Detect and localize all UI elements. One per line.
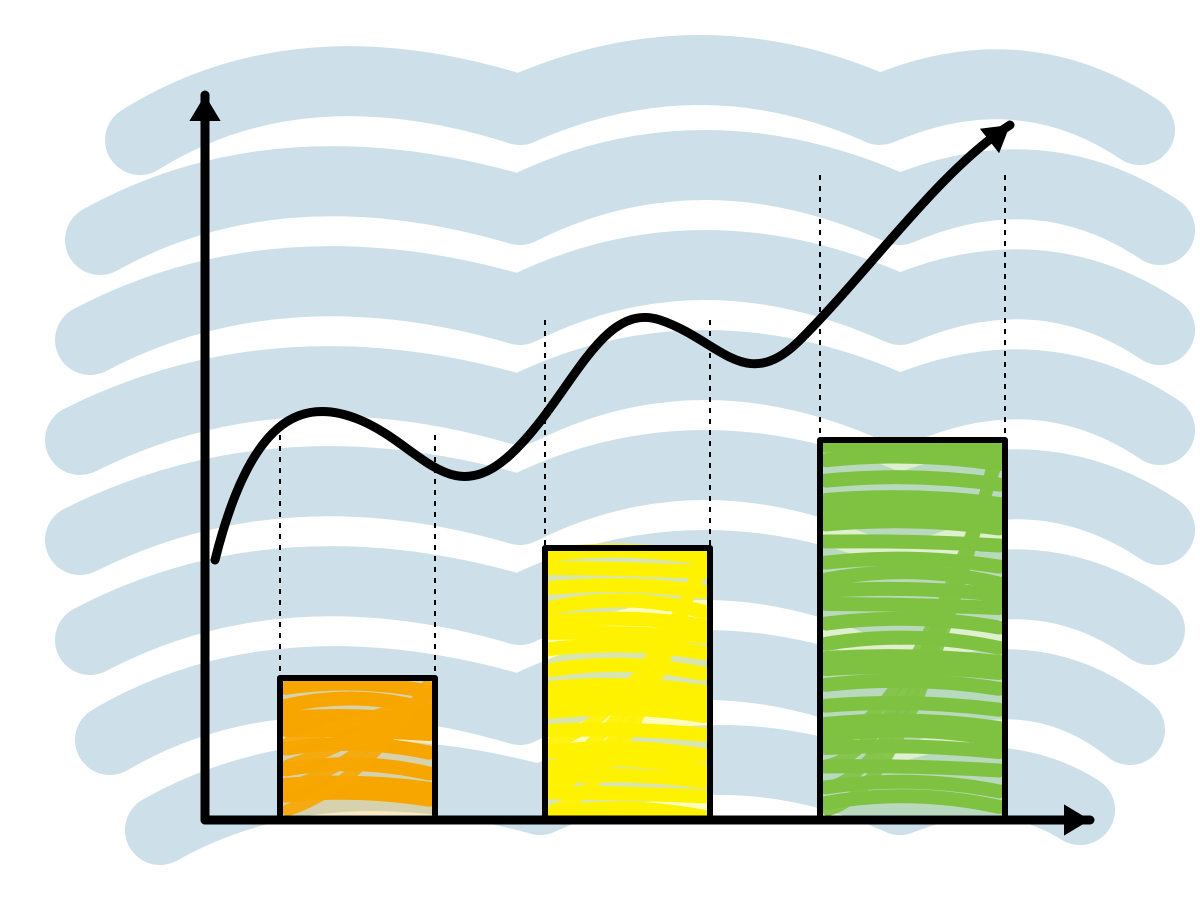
fill-stroke [551,568,704,572]
fill-stroke [826,457,999,465]
fill-stroke [826,589,999,595]
fill-stroke [826,477,999,484]
scribble-stroke [100,165,1160,240]
fill-stroke [826,604,999,608]
bar-3 [820,440,1005,818]
scribble-stroke [90,265,1160,340]
fill-stroke [551,551,704,559]
bar-2 [545,548,710,818]
bar-fill-scribble [551,551,704,817]
fill-stroke [551,645,704,653]
growth-chart-illustration [0,0,1200,900]
bar-fill-scribble [286,684,429,810]
fill-stroke [551,585,704,592]
fill-stroke [826,445,999,450]
fill-stroke [286,684,429,692]
scribble-stroke [80,365,1160,440]
bar-1 [280,678,435,818]
